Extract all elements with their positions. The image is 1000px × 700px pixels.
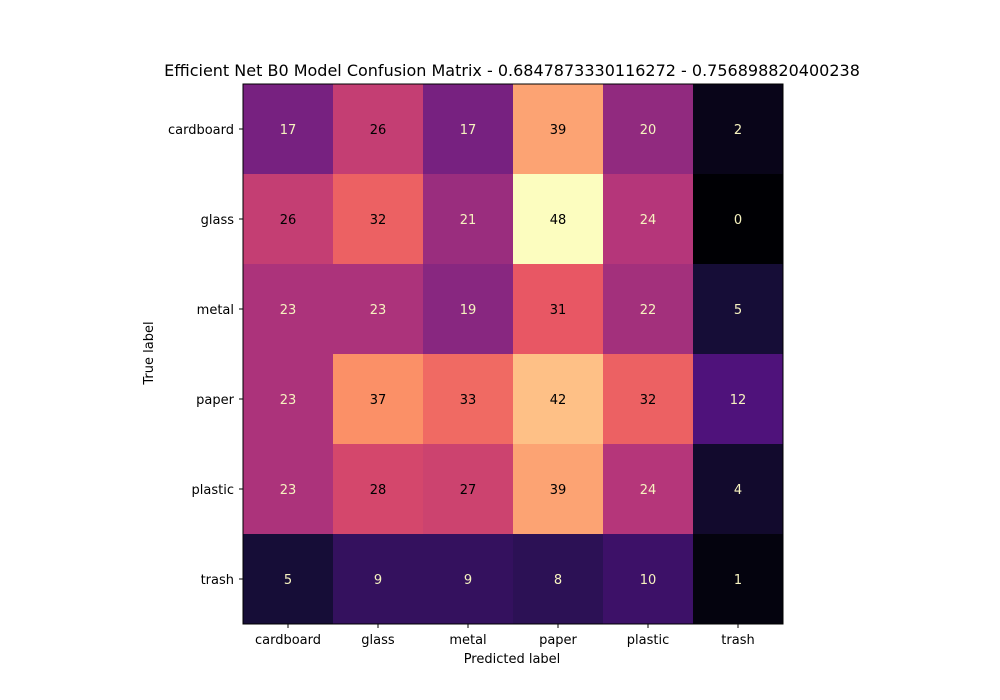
cell-value-label: 39	[550, 483, 567, 498]
cell-value-label: 23	[370, 303, 387, 318]
y-tick-label: glass	[201, 213, 235, 228]
heatmap-cell	[693, 174, 783, 264]
heatmap-cell	[243, 534, 333, 624]
heatmap-cell	[513, 534, 603, 624]
heatmap-cell	[693, 84, 783, 174]
cell-value-label: 23	[280, 393, 297, 408]
heatmap-cell	[243, 174, 333, 264]
cell-value-label: 26	[370, 123, 387, 138]
heatmap-cell	[693, 534, 783, 624]
cell-value-label: 1	[734, 573, 742, 588]
heatmap-cell	[333, 444, 423, 534]
heatmap-cell	[513, 264, 603, 354]
heatmap-cell	[333, 354, 423, 444]
cell-value-label: 24	[640, 483, 657, 498]
heatmap-cell	[693, 444, 783, 534]
heatmap-cell	[513, 84, 603, 174]
heatmap-cell	[423, 534, 513, 624]
cell-value-label: 10	[640, 573, 657, 588]
cell-value-label: 31	[550, 303, 567, 318]
cell-value-label: 5	[284, 573, 292, 588]
heatmap-cell	[423, 84, 513, 174]
plot-frame	[242, 83, 784, 625]
cell-value-label: 17	[460, 123, 477, 138]
heatmap-cell	[513, 354, 603, 444]
cell-value-label: 37	[370, 393, 387, 408]
heatmap-cell	[333, 534, 423, 624]
cell-value-label: 17	[280, 123, 297, 138]
cell-value-label: 42	[550, 393, 567, 408]
cell-value-label: 5	[734, 303, 742, 318]
cell-value-label: 48	[550, 213, 567, 228]
x-tick-label: glass	[361, 633, 395, 648]
y-tick-label: paper	[196, 393, 234, 408]
cell-value-label: 33	[460, 393, 477, 408]
heatmap-cell	[333, 174, 423, 264]
cell-value-label: 20	[640, 123, 657, 138]
cell-value-label: 9	[374, 573, 382, 588]
cell-value-label: 9	[464, 573, 472, 588]
heatmap-cell	[423, 174, 513, 264]
cell-value-label: 4	[734, 483, 742, 498]
chart-title: Efficient Net B0 Model Confusion Matrix …	[164, 61, 860, 80]
heatmap-cell	[603, 264, 693, 354]
cell-value-label: 23	[280, 483, 297, 498]
x-tick-label: cardboard	[255, 633, 321, 648]
heatmap-cell	[603, 354, 693, 444]
cell-value-label: 8	[554, 573, 562, 588]
cell-value-label: 32	[370, 213, 387, 228]
cell-value-label: 2	[734, 123, 742, 138]
cell-value-label: 24	[640, 213, 657, 228]
heatmap-cell	[513, 174, 603, 264]
heatmap-cell	[243, 444, 333, 534]
heatmap-cell	[693, 354, 783, 444]
y-tick-label: cardboard	[168, 123, 234, 138]
heatmap-cell	[333, 84, 423, 174]
x-tick-label: trash	[721, 633, 754, 648]
y-axis-label: True label	[142, 321, 157, 385]
cell-value-label: 27	[460, 483, 477, 498]
cell-value-label: 32	[640, 393, 657, 408]
x-tick-label: paper	[539, 633, 577, 648]
cell-value-label: 21	[460, 213, 477, 228]
heatmap-cell	[603, 444, 693, 534]
heatmap-cell	[243, 354, 333, 444]
y-tick-label: plastic	[192, 483, 234, 498]
cell-value-label: 0	[734, 213, 742, 228]
cell-value-label: 22	[640, 303, 657, 318]
heatmap-cell	[243, 264, 333, 354]
x-axis-ticks: cardboard glass metal paper plastic trash	[255, 624, 755, 648]
heatmap-cell	[423, 264, 513, 354]
cell-value-labels: 17 26 17 39 20 226 32 21 48 24 023 23 19 31 22 523 37 33 4…	[280, 123, 747, 588]
y-axis-ticks: cardboard glass metal paper plastic trash	[168, 123, 243, 588]
cell-value-label: 28	[370, 483, 387, 498]
heatmap-cells	[243, 84, 783, 624]
heatmap-cell	[423, 354, 513, 444]
heatmap-cell	[603, 534, 693, 624]
cell-value-label: 19	[460, 303, 477, 318]
y-tick-label: trash	[201, 573, 234, 588]
x-axis-label: Predicted label	[464, 652, 561, 667]
x-tick-label: metal	[449, 633, 486, 648]
heatmap-cell	[243, 84, 333, 174]
heatmap-cell	[603, 84, 693, 174]
heatmap-cell	[693, 264, 783, 354]
heatmap-cell	[423, 444, 513, 534]
cell-value-label: 26	[280, 213, 297, 228]
heatmap-cell	[333, 264, 423, 354]
cell-value-label: 39	[550, 123, 567, 138]
cell-value-label: 12	[730, 393, 747, 408]
y-tick-label: metal	[197, 303, 234, 318]
cell-value-label: 23	[280, 303, 297, 318]
x-tick-label: plastic	[627, 633, 669, 648]
heatmap-cell	[513, 444, 603, 534]
heatmap-cell	[603, 174, 693, 264]
